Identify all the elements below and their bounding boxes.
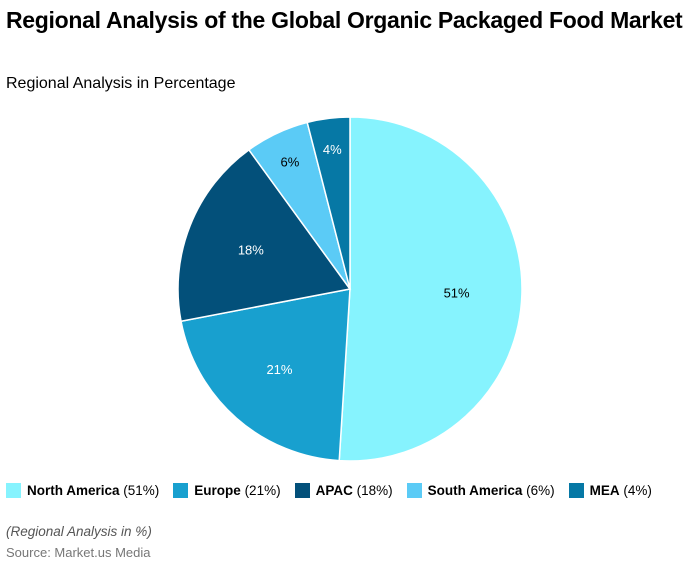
legend-item: North America (51%) bbox=[6, 483, 159, 498]
legend-name: North America bbox=[27, 483, 120, 498]
chart-subtitle: Regional Analysis in Percentage bbox=[6, 75, 236, 92]
data-label: 4% bbox=[323, 142, 342, 157]
legend-swatch bbox=[6, 483, 21, 498]
legend-percent: (4%) bbox=[619, 483, 652, 498]
legend-item: South America (6%) bbox=[406, 483, 555, 498]
source-text: Source: Market.us Media bbox=[6, 545, 151, 560]
legend-percent: (6%) bbox=[522, 483, 555, 498]
legend-label: South America (6%) bbox=[428, 483, 555, 498]
legend-name: APAC bbox=[315, 483, 353, 498]
legend-percent: (18%) bbox=[352, 483, 393, 498]
legend-swatch bbox=[406, 483, 422, 498]
pie-slice-europe bbox=[180, 288, 351, 462]
chart-title: Regional Analysis of the Global Organic … bbox=[6, 7, 683, 33]
legend-swatch bbox=[568, 483, 584, 498]
legend-percent: (51%) bbox=[119, 483, 160, 498]
legend-swatch bbox=[173, 483, 189, 498]
legend-label: Europe (21%) bbox=[194, 483, 280, 498]
legend-item: APAC (18%) bbox=[294, 483, 393, 498]
legend-label: MEA (4%) bbox=[590, 483, 652, 498]
pie-slice-apac bbox=[177, 148, 352, 323]
data-label: 18% bbox=[238, 243, 264, 258]
legend: North America (51%) Europe (21%) APAC (18%… bbox=[6, 483, 652, 498]
legend-label: North America (51%) bbox=[27, 483, 159, 498]
legend-item: Europe (21%) bbox=[173, 483, 281, 498]
data-label: 51% bbox=[444, 285, 470, 300]
legend-item: MEA (4%) bbox=[568, 483, 652, 498]
legend-label: APAC (18%) bbox=[316, 483, 393, 498]
pie-slice-north-america bbox=[338, 116, 523, 462]
data-label: 6% bbox=[281, 154, 300, 169]
data-label: 21% bbox=[266, 362, 292, 377]
legend-name: Europe bbox=[194, 483, 241, 498]
legend-swatch bbox=[294, 483, 310, 498]
legend-name: South America bbox=[427, 483, 523, 498]
pie-chart: 51% 21% 18% 6% 4% bbox=[177, 116, 523, 462]
legend-name: MEA bbox=[589, 483, 620, 498]
legend-percent: (21%) bbox=[240, 483, 281, 498]
chart-note: (Regional Analysis in %) bbox=[6, 524, 152, 539]
pie-slice-mea bbox=[306, 116, 351, 290]
